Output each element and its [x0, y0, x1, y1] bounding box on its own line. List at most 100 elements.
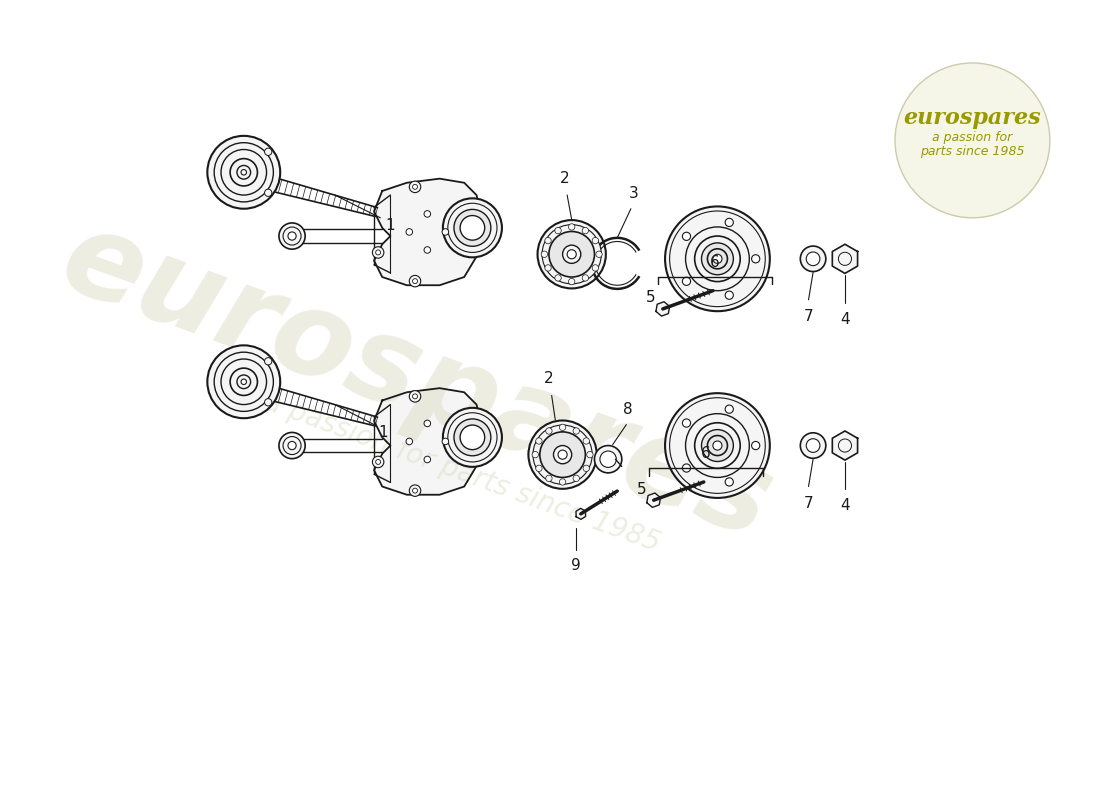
- Ellipse shape: [376, 459, 381, 464]
- Ellipse shape: [801, 246, 826, 271]
- Ellipse shape: [424, 246, 430, 254]
- Ellipse shape: [265, 358, 272, 365]
- Text: 6: 6: [711, 254, 720, 270]
- Ellipse shape: [221, 150, 266, 195]
- Polygon shape: [374, 388, 481, 494]
- Ellipse shape: [685, 414, 749, 478]
- Ellipse shape: [573, 428, 580, 434]
- Ellipse shape: [230, 368, 257, 395]
- Ellipse shape: [544, 238, 551, 244]
- Ellipse shape: [670, 211, 766, 306]
- Ellipse shape: [569, 224, 575, 230]
- Text: 4: 4: [840, 498, 850, 514]
- Ellipse shape: [549, 231, 594, 277]
- Ellipse shape: [702, 430, 734, 462]
- Ellipse shape: [443, 198, 502, 258]
- Ellipse shape: [806, 252, 820, 266]
- Ellipse shape: [409, 390, 421, 402]
- Ellipse shape: [532, 451, 538, 458]
- Ellipse shape: [682, 232, 691, 241]
- Ellipse shape: [538, 220, 606, 289]
- Text: eurospares: eurospares: [46, 200, 788, 563]
- Ellipse shape: [806, 438, 820, 452]
- Polygon shape: [656, 302, 670, 316]
- Ellipse shape: [534, 425, 592, 484]
- Text: 2: 2: [544, 371, 553, 386]
- Ellipse shape: [409, 485, 421, 496]
- Ellipse shape: [666, 206, 770, 311]
- Ellipse shape: [568, 250, 576, 259]
- Ellipse shape: [685, 227, 749, 290]
- Ellipse shape: [554, 274, 561, 281]
- Ellipse shape: [573, 475, 580, 482]
- Ellipse shape: [670, 398, 766, 494]
- Ellipse shape: [283, 437, 301, 454]
- Ellipse shape: [207, 136, 280, 209]
- Text: a passion for parts since 1985: a passion for parts since 1985: [261, 388, 664, 558]
- Ellipse shape: [751, 254, 760, 263]
- Ellipse shape: [448, 203, 497, 253]
- Ellipse shape: [236, 375, 251, 389]
- Polygon shape: [833, 431, 858, 460]
- Ellipse shape: [707, 249, 727, 269]
- Ellipse shape: [682, 419, 691, 427]
- Ellipse shape: [546, 428, 552, 434]
- Ellipse shape: [713, 254, 722, 263]
- Ellipse shape: [412, 278, 418, 283]
- Ellipse shape: [592, 238, 598, 244]
- Ellipse shape: [214, 352, 274, 411]
- Text: 1: 1: [385, 218, 395, 233]
- Ellipse shape: [838, 252, 851, 266]
- Ellipse shape: [682, 278, 691, 286]
- Ellipse shape: [221, 359, 266, 405]
- Ellipse shape: [373, 246, 384, 258]
- Ellipse shape: [279, 433, 305, 458]
- Ellipse shape: [838, 439, 851, 452]
- Ellipse shape: [460, 215, 485, 240]
- Text: 8: 8: [624, 402, 632, 418]
- Text: 2: 2: [560, 171, 569, 186]
- Ellipse shape: [546, 475, 552, 482]
- Text: 6: 6: [701, 446, 711, 461]
- Text: 3: 3: [629, 186, 638, 202]
- Ellipse shape: [283, 227, 301, 245]
- Ellipse shape: [207, 346, 280, 418]
- Ellipse shape: [412, 394, 418, 399]
- Ellipse shape: [424, 210, 430, 217]
- Ellipse shape: [528, 421, 596, 489]
- Ellipse shape: [725, 291, 734, 299]
- Ellipse shape: [265, 189, 272, 197]
- Polygon shape: [576, 508, 585, 519]
- Ellipse shape: [583, 465, 590, 471]
- Ellipse shape: [406, 438, 412, 445]
- Ellipse shape: [214, 142, 274, 202]
- Ellipse shape: [376, 250, 381, 255]
- Ellipse shape: [560, 478, 565, 485]
- Text: 4: 4: [840, 312, 850, 326]
- Ellipse shape: [288, 232, 296, 240]
- Ellipse shape: [569, 278, 575, 285]
- Ellipse shape: [751, 442, 760, 450]
- Ellipse shape: [536, 465, 542, 471]
- Text: 7: 7: [804, 496, 813, 510]
- Ellipse shape: [707, 435, 727, 455]
- Ellipse shape: [562, 245, 581, 263]
- Polygon shape: [374, 178, 481, 286]
- Ellipse shape: [553, 446, 572, 464]
- Ellipse shape: [582, 274, 588, 281]
- Ellipse shape: [443, 408, 502, 467]
- Ellipse shape: [236, 166, 251, 179]
- Ellipse shape: [540, 432, 585, 478]
- Ellipse shape: [592, 265, 598, 271]
- Ellipse shape: [424, 456, 430, 462]
- Ellipse shape: [454, 210, 491, 246]
- Ellipse shape: [409, 181, 421, 193]
- Ellipse shape: [695, 422, 740, 468]
- Ellipse shape: [558, 450, 568, 459]
- Text: 7: 7: [804, 309, 813, 324]
- Circle shape: [895, 63, 1049, 218]
- Ellipse shape: [279, 223, 305, 249]
- Ellipse shape: [409, 275, 421, 287]
- Ellipse shape: [542, 225, 602, 284]
- Ellipse shape: [412, 488, 418, 493]
